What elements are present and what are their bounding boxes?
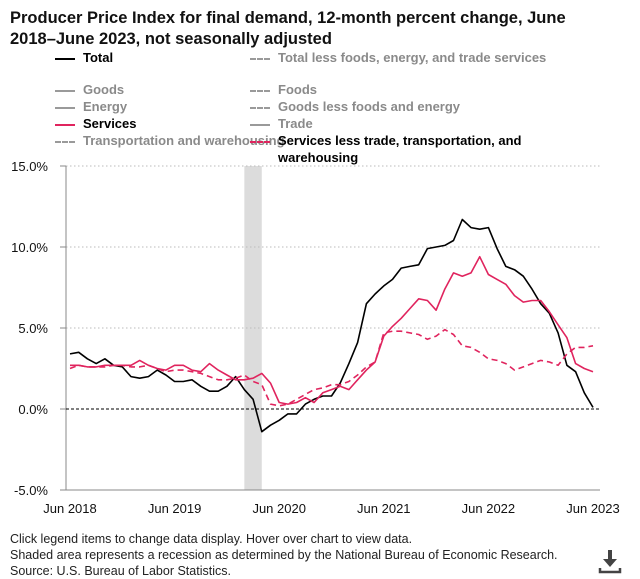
legend-item[interactable]: Goods less foods and energy: [250, 99, 550, 116]
legend-label: Total: [83, 50, 114, 65]
legend-item[interactable]: Energy: [55, 99, 127, 116]
recession-note: Shaded area represents a recession as de…: [10, 548, 558, 562]
legend-swatch: [55, 107, 75, 109]
x-tick-label: Jun 2021: [357, 501, 411, 516]
series-line-total: [69, 218, 594, 433]
legend-label: Goods: [83, 82, 125, 97]
legend-label: Trade: [278, 116, 313, 131]
legend-swatch: [250, 90, 270, 92]
y-tick-label: 15.0%: [11, 159, 48, 174]
y-tick-label: 10.0%: [11, 240, 48, 255]
legend-label: Transportation and warehousing: [83, 133, 285, 148]
legend-item[interactable]: Goods: [55, 82, 124, 99]
instructions-note: Click legend items to change data displa…: [10, 532, 413, 546]
series-line-services-less-trade-transportation-and-warehousing: [69, 328, 594, 407]
legend-label: Foods: [278, 82, 317, 97]
y-tick-label: -5.0%: [14, 483, 48, 498]
legend-label: Services less trade, transportation, and…: [278, 133, 522, 165]
legend-item[interactable]: Total less foods, energy, and trade serv…: [250, 50, 550, 67]
legend-swatch: [55, 124, 75, 126]
x-tick-label: Jun 2018: [43, 501, 97, 516]
legend-label: Goods less foods and energy: [278, 99, 461, 114]
download-icon[interactable]: [598, 548, 622, 574]
legend-item[interactable]: Services less trade, transportation, and…: [250, 133, 550, 166]
legend-swatch: [250, 141, 270, 143]
chart-plot[interactable]: 15.0% 10.0% 5.0% 0.0% -5.0% Jun 2018 Jun 2019 J…: [0, 0, 640, 540]
legend-label: Energy: [83, 99, 128, 114]
x-tick-label: Jun 2020: [252, 501, 306, 516]
legend-item[interactable]: Total: [55, 50, 113, 67]
legend-item[interactable]: Trade: [250, 116, 550, 133]
legend-label: Services: [83, 116, 137, 131]
y-tick-label: 0.0%: [18, 402, 48, 417]
x-tick-label: Jun 2023: [566, 501, 620, 516]
y-tick-label: 5.0%: [18, 321, 48, 336]
legend-swatch: [250, 107, 270, 109]
source-note: Source: U.S. Bureau of Labor Statistics.: [10, 564, 231, 578]
legend-item[interactable]: Transportation and warehousing: [55, 133, 285, 150]
x-tick-label: Jun 2022: [462, 501, 516, 516]
legend-swatch: [250, 58, 270, 60]
series-line-services: [70, 255, 594, 405]
legend-item[interactable]: Foods: [250, 82, 550, 99]
legend-swatch: [250, 124, 270, 126]
legend-swatch: [55, 141, 75, 143]
legend-item[interactable]: Services: [55, 116, 137, 133]
legend-swatch: [55, 90, 75, 92]
x-tick-label: Jun 2019: [148, 501, 202, 516]
legend-swatch: [55, 58, 75, 60]
legend-label: Total less foods, energy, and trade serv…: [278, 50, 547, 65]
chart-title: Producer Price Index for final demand, 1…: [10, 9, 566, 48]
